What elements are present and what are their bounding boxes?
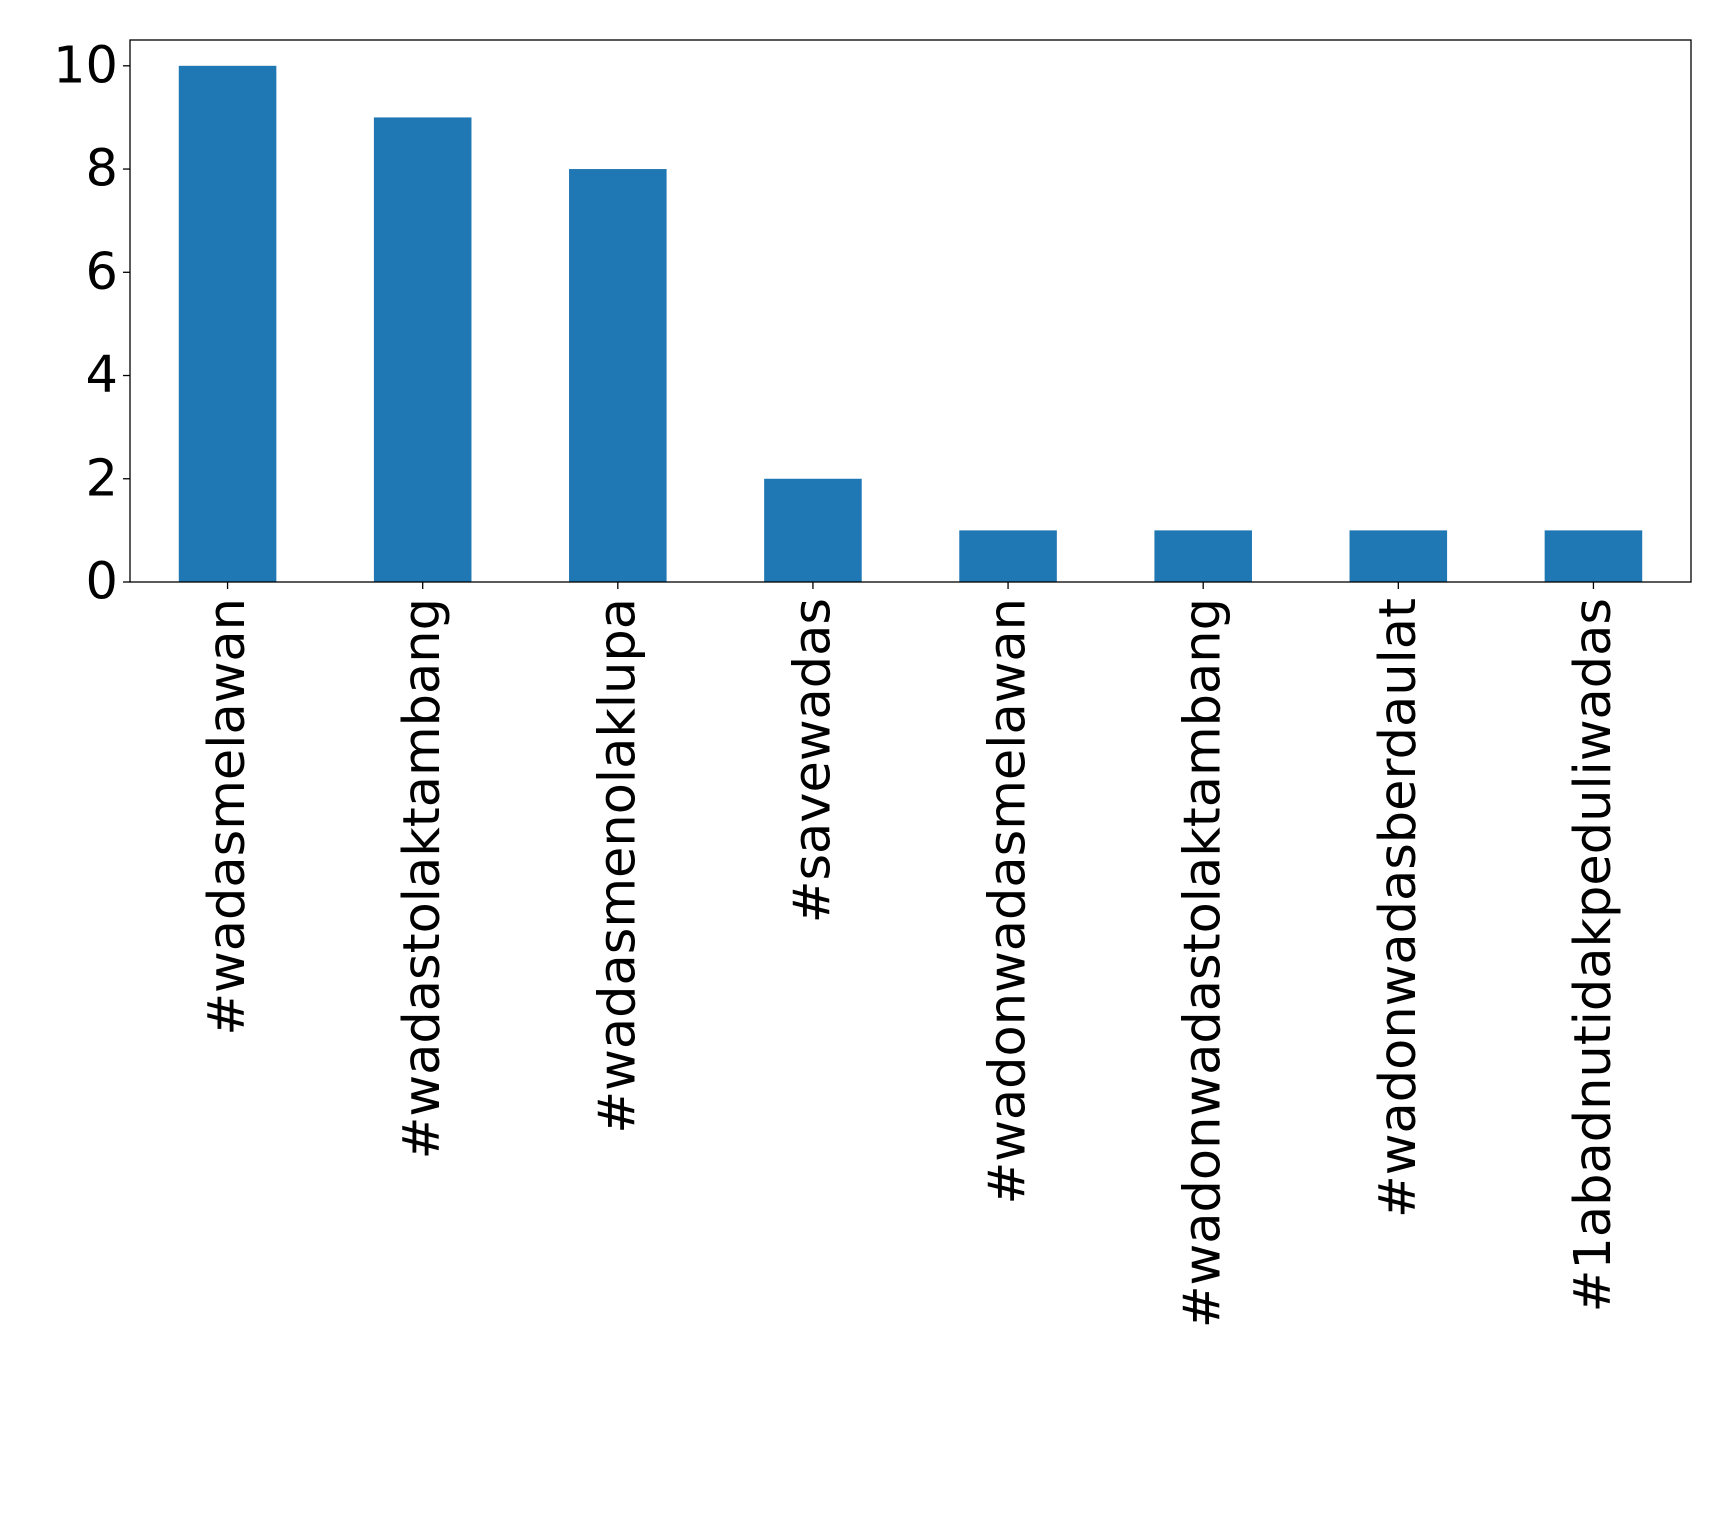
x-tick-label: #wadonwadastolaktambang xyxy=(1174,598,1233,1328)
bar-wadasmelawan xyxy=(178,65,277,583)
y-tick-label: 10 xyxy=(53,36,118,95)
y-tick-label: 0 xyxy=(86,553,118,612)
x-tick-label: #wadastolaktambang xyxy=(393,598,452,1159)
y-axis: 0 2 4 6 8 10 xyxy=(53,36,130,612)
plot-frame xyxy=(129,39,1692,583)
bar-wadastolaktambang xyxy=(373,117,472,582)
bar-wadonwadasmelawan xyxy=(959,530,1057,582)
y-tick-label: 4 xyxy=(86,346,118,405)
y-tick-label: 6 xyxy=(86,243,118,302)
bar-wadonwadasberdaulat xyxy=(1349,530,1448,582)
y-tick-label: 8 xyxy=(86,140,118,199)
bar-wadonwadastolaktambang xyxy=(1154,530,1252,582)
x-axis: #wadasmelawan #wadastolaktambang #wadasmen… xyxy=(198,582,1623,1328)
x-tick-label: #wadasmelawan xyxy=(198,598,257,1036)
bar-savewadas xyxy=(764,478,862,582)
bar-wadasmenolaklupa xyxy=(569,169,667,583)
x-tick-label: #wadasmenolaklupa xyxy=(588,598,647,1134)
x-tick-label: #wadonwadasmelawan xyxy=(979,598,1038,1205)
x-tick-label: #savewadas xyxy=(783,598,842,923)
bar-1abadnutidakpeduliwadas xyxy=(1544,530,1643,582)
x-tick-label: #1abadnutidakpeduliwadas xyxy=(1564,598,1623,1312)
bars-layer xyxy=(178,65,1643,583)
y-tick-label: 2 xyxy=(86,449,118,508)
x-tick-label: #wadonwadasberdaulat xyxy=(1369,598,1428,1218)
